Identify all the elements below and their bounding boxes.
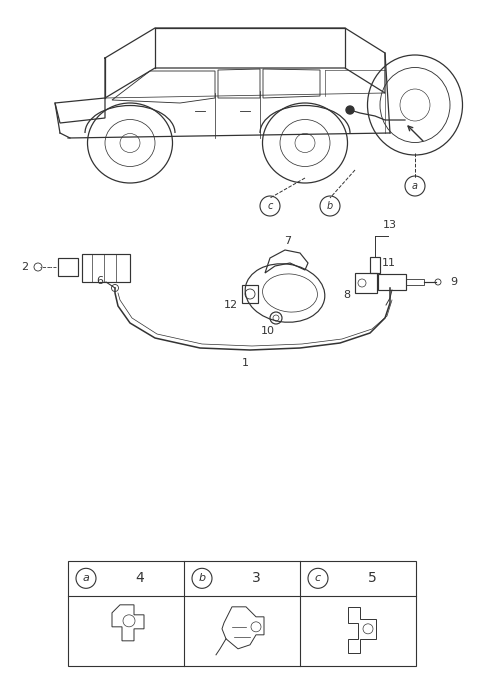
Text: 7: 7 xyxy=(285,236,291,246)
Text: b: b xyxy=(327,201,333,211)
Bar xyxy=(355,273,377,293)
Text: 13: 13 xyxy=(383,220,397,230)
Text: 6: 6 xyxy=(96,276,104,286)
Bar xyxy=(82,254,130,282)
Bar xyxy=(68,561,416,666)
Text: b: b xyxy=(198,574,205,583)
Text: 12: 12 xyxy=(224,300,238,310)
Text: 5: 5 xyxy=(368,572,376,585)
Bar xyxy=(242,285,258,303)
Text: a: a xyxy=(83,574,89,583)
Bar xyxy=(370,257,380,273)
Text: 2: 2 xyxy=(21,262,28,272)
Text: 3: 3 xyxy=(252,572,260,585)
Bar xyxy=(58,258,78,276)
Text: c: c xyxy=(315,574,321,583)
Text: 10: 10 xyxy=(261,326,275,336)
Bar xyxy=(406,279,424,285)
Text: 11: 11 xyxy=(382,258,396,268)
Bar xyxy=(378,274,406,290)
Text: 1: 1 xyxy=(241,358,249,368)
Text: 4: 4 xyxy=(135,572,144,585)
Text: 9: 9 xyxy=(450,277,457,287)
Text: a: a xyxy=(412,181,418,191)
Text: c: c xyxy=(267,201,273,211)
Text: 8: 8 xyxy=(343,290,350,300)
Circle shape xyxy=(346,106,354,114)
